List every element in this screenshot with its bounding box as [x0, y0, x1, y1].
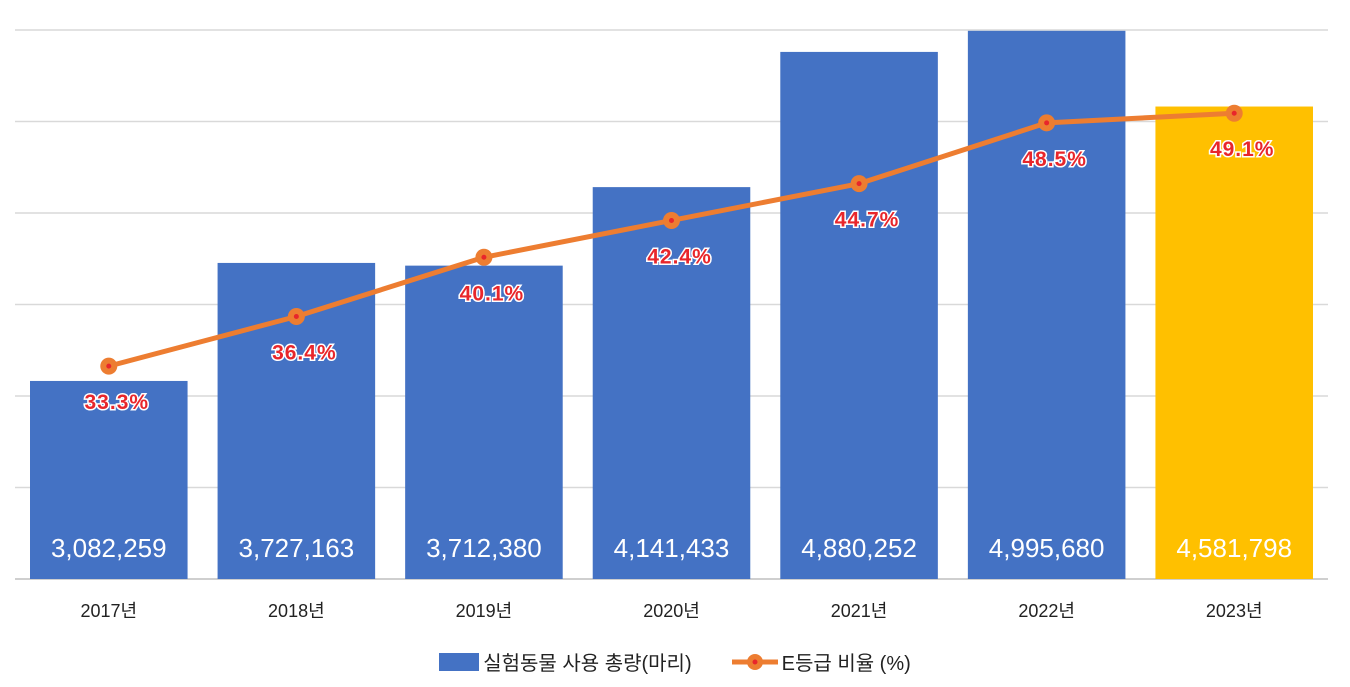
- line-point-dot: [669, 217, 674, 223]
- bar: [30, 380, 188, 579]
- x-tick-label: 2019년: [456, 601, 513, 621]
- legend-item-line: E등급 비율 (%): [731, 647, 911, 676]
- legend-item-bar: 실험동물 사용 총량(마리): [439, 647, 692, 676]
- bar: [780, 51, 938, 580]
- line-value-label: 40.1%: [460, 282, 525, 305]
- bar-value-label: 4,995,680: [989, 533, 1105, 563]
- line-value-label: 33.3%: [85, 391, 150, 414]
- line-point-dot: [1231, 110, 1237, 116]
- bar: [967, 30, 1126, 579]
- line-value-label: 49.1%: [1210, 138, 1275, 161]
- legend: 실험동물 사용 총량(마리) E등급 비율 (%): [0, 647, 1350, 676]
- bar-value-label: 3,727,163: [239, 533, 355, 563]
- line-point-dot: [106, 363, 112, 369]
- line-point-dot: [856, 181, 862, 187]
- line-value-label: 36.4%: [272, 342, 337, 365]
- bar-value-label: 4,880,252: [801, 533, 917, 563]
- line-point-dot: [1044, 120, 1050, 126]
- line-value-label: 42.4%: [647, 245, 712, 268]
- x-tick-label: 2018년: [268, 601, 325, 621]
- legend-line-marker-icon: [731, 653, 778, 670]
- x-tick-label: 2023년: [1206, 601, 1263, 621]
- line-point-dot: [481, 254, 487, 260]
- line-value-label: 44.7%: [835, 209, 900, 232]
- x-tick-label: 2017년: [80, 601, 137, 621]
- bar-value-label: 3,082,259: [51, 533, 167, 563]
- combo-chart: 3,082,259 2017년 3,727,163 2018년 3,712,380 201…: [15, 29, 1328, 621]
- bar: [592, 187, 751, 579]
- line-value-label: 48.5%: [1022, 148, 1087, 171]
- line-point-dot: [293, 314, 299, 320]
- bar-value-label: 4,581,798: [1176, 533, 1292, 563]
- bar: [405, 265, 563, 579]
- x-tick-label: 2022년: [1018, 601, 1075, 621]
- bar: [1155, 106, 1313, 579]
- legend-line-label: E등급 비율 (%): [781, 653, 911, 675]
- legend-bar-label: 실험동물 사용 총량(마리): [483, 653, 692, 675]
- legend-bar-swatch: [439, 652, 480, 671]
- bar-value-label: 4,141,433: [614, 533, 730, 563]
- bar-value-label: 3,712,380: [426, 533, 542, 563]
- x-tick-label: 2020년: [643, 601, 700, 621]
- x-tick-label: 2021년: [831, 601, 888, 621]
